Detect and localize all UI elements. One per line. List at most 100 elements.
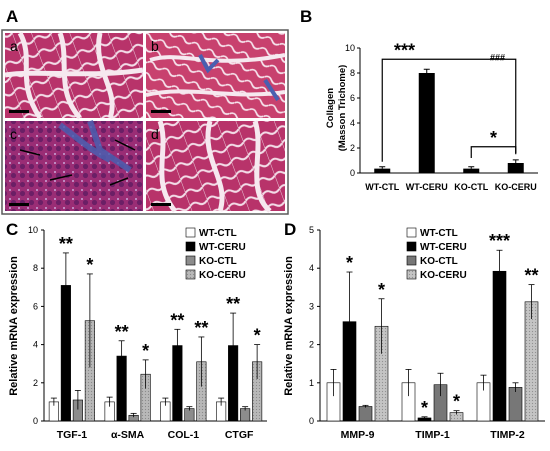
panel-b: B 0 2 4 6 8 10 WT-CTL WT-CERU KO-CTL KO-CERU *** ##… [300,7,538,192]
y-tick-label: 0 [33,416,38,426]
y-tick-label: 2 [309,340,314,350]
legend-label: WT-CTL [420,228,458,239]
significance-label: ** [170,310,184,330]
bar [374,168,391,173]
x-tick-label: WT-CTL [365,182,399,192]
legend-swatch [185,269,196,280]
micrograph-label-c: c [10,126,17,142]
significance-label: * [490,128,497,148]
significance-label: ** [226,294,240,314]
legend-swatch [406,227,417,238]
bar [508,387,523,422]
significance-label: * [86,255,93,275]
x-tick-label: TIMP-2 [490,429,525,441]
bar [358,406,373,422]
y-tick-label: 6 [350,93,355,103]
legend-label: WT-CERU [420,242,467,253]
significance-label: * [378,280,385,300]
x-tick-label: MMP-9 [341,429,375,441]
chart-b-ylabel-line1: Collagen [325,88,336,128]
significance-label: *** [489,231,510,251]
x-tick-label: α-SMA [111,429,145,441]
panel-letter-b: B [300,7,312,26]
y-tick-label: 1 [309,378,314,388]
micrograph-a: a [4,31,144,120]
micrograph-d: d [146,120,285,213]
chart-b-ylabel-line2: (Masson Trichome) [337,65,348,152]
micrograph-label-b: b [151,38,159,54]
legend-label: KO-CTL [420,256,458,267]
scale-bar [9,203,29,206]
scale-bar [151,110,171,113]
micrograph-label-a: a [10,38,18,54]
panel-letter-a: A [6,7,18,26]
y-tick-label: 0 [350,168,355,178]
bar [507,163,524,173]
x-tick-label: TIMP-1 [415,429,450,441]
legend-swatch [185,241,196,252]
significance-label: *** [394,40,415,60]
chart-b: 0 2 4 6 8 10 WT-CTL WT-CERU KO-CTL KO-CERU *** ### * [345,40,538,192]
legend-swatch [406,241,417,252]
y-tick-label: 2 [33,378,38,388]
legend-label: KO-CERU [199,270,246,281]
significance-label: ** [194,318,208,338]
micrograph-c: c [5,120,143,211]
y-tick-label: 4 [350,118,355,128]
x-tick-label: CTGF [225,429,254,441]
y-tick-label: 10 [345,43,355,53]
legend-swatch [185,227,196,238]
y-tick-label: 5 [309,225,314,235]
y-tick-label: 2 [350,143,355,153]
x-tick-label: KO-CTL [454,182,488,192]
panel-a: A a b c d [1,7,289,215]
y-tick-label: 8 [350,68,355,78]
y-tick-label: 3 [309,301,314,311]
y-tick-label: 10 [28,225,38,235]
legend-label: WT-CERU [199,242,246,253]
legend-label: KO-CTL [199,256,237,267]
significance-label: * [421,398,428,418]
chart-d-ylabel: Relative mRNA expression [283,256,295,396]
significance-label: * [254,326,261,346]
y-tick-label: 0 [309,416,314,426]
x-tick-label: COL-1 [168,429,200,441]
x-tick-label: TGF-1 [57,429,87,441]
y-tick-label: 8 [33,263,38,273]
micrograph-b: b [145,33,286,118]
scale-bar [151,203,171,206]
significance-label: * [453,392,460,412]
significance-label: ** [115,322,129,342]
legend-label: KO-CERU [420,270,467,281]
panel-letter-c: C [6,220,18,239]
bar [492,270,507,422]
micrograph-label-d: d [151,126,159,142]
legend-label: WT-CTL [199,228,237,239]
scale-bar [9,110,29,113]
significance-label: ** [524,266,538,286]
significance-label: ### [490,52,505,62]
x-tick-label: WT-CERU [406,182,448,192]
y-tick-label: 6 [33,301,38,311]
bar [418,73,435,173]
significance-label: * [142,341,149,361]
panel-letter-d: D [284,220,296,239]
legend-swatch [406,255,417,266]
legend-swatch [185,255,196,266]
y-tick-label: 4 [33,340,38,350]
bar [524,301,539,422]
significance-label: * [346,253,353,273]
y-tick-label: 4 [309,263,314,273]
chart-c-ylabel: Relative mRNA expression [8,256,20,396]
significance-label: ** [59,234,73,254]
significance-bracket [470,146,517,158]
significance-bracket [381,58,517,162]
x-tick-label: KO-CERU [495,182,537,192]
bar [463,168,480,173]
legend-swatch [406,269,417,280]
